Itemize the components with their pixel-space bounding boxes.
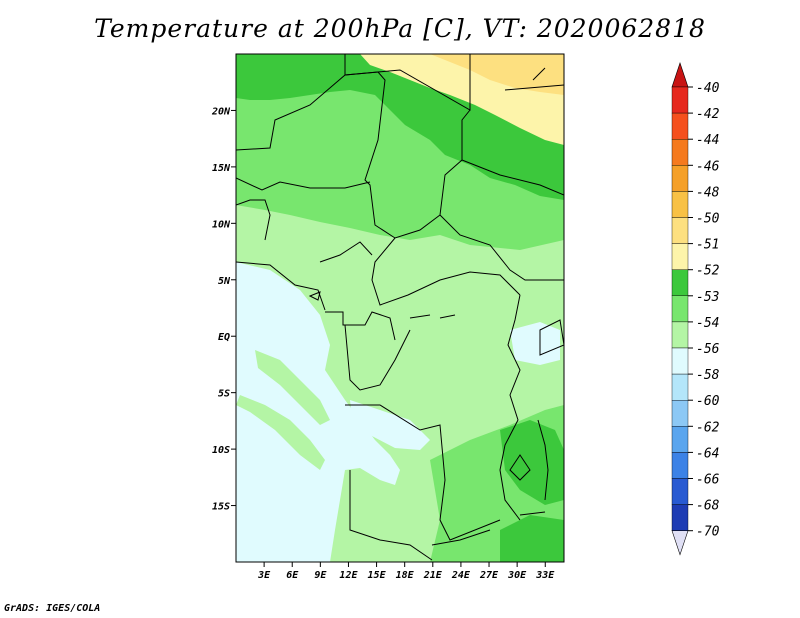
field-minus50-north [430, 54, 564, 95]
colorbar-label: -40 [696, 81, 720, 96]
colorbar-label: -51 [696, 238, 719, 253]
longitude-axis: 3E 6E 9E 12E 15E 18E 21E 24E 27E 30E 33E [257, 562, 555, 581]
temperature-field [236, 54, 564, 562]
map-frame [235, 53, 565, 563]
colorbar-swatch [671, 269, 689, 297]
colorbar-swatch [671, 504, 689, 531]
colorbar-label: -54 [696, 316, 719, 331]
field-minus53-stripe-b [255, 350, 330, 425]
lon-tick-label: 15E [368, 570, 387, 581]
lon-tick-label: 30E [507, 570, 527, 581]
lat-tick-label: 20N [211, 106, 231, 117]
colorbar-label: -42 [696, 107, 720, 122]
field-minus54-central [350, 400, 430, 450]
colorbar-label: -44 [696, 133, 719, 148]
colorbar-label: -53 [696, 290, 719, 305]
lon-tick-label: 24E [451, 570, 471, 581]
colorbar-swatch [671, 373, 689, 401]
lat-tick-label: 15S [212, 502, 230, 513]
colorbar-swatch [671, 138, 689, 166]
lon-tick-label: 6E [286, 570, 299, 581]
colorbar-label: -70 [696, 525, 720, 540]
lat-tick-label: 5N [218, 276, 231, 287]
lat-tick-label: 10N [212, 219, 231, 230]
colorbar-label: -48 [696, 185, 720, 200]
colorbar-top-arrow [671, 62, 689, 88]
lat-tick-label: 5S [218, 389, 230, 400]
colorbar-label: -52 [696, 264, 720, 279]
colorbar-label: -56 [696, 342, 720, 357]
colorbar-swatch [671, 112, 689, 140]
colorbar-swatch [671, 347, 689, 375]
colorbar-label: -60 [696, 394, 720, 409]
colorbar-swatch [671, 426, 689, 453]
colorbar-swatch [671, 217, 689, 244]
colorbar-label: -58 [696, 368, 720, 383]
lat-tick-label: EQ [218, 332, 230, 343]
colorbar-swatch [671, 243, 689, 270]
colorbar-swatch [671, 295, 689, 323]
lon-tick-label: 12E [339, 570, 358, 581]
lon-tick-label: 33E [535, 570, 555, 581]
colorbar-bottom-arrow [671, 530, 689, 556]
colorbar-label: -62 [696, 420, 720, 435]
lon-tick-label: 18E [396, 570, 415, 581]
field-minus53-stripe-a [236, 395, 325, 470]
field-minus52-east-patch [500, 420, 564, 505]
latitude-axis: 20N 15N 10N 5N EQ 5S 10S 15S [211, 106, 236, 513]
lon-tick-label: 3E [257, 570, 271, 581]
colorbar-label: -64 [696, 446, 719, 461]
lat-tick-label: 10S [212, 445, 230, 456]
colorbar-swatch [671, 86, 689, 114]
colorbar-swatch [671, 400, 689, 427]
colorbar: -40 -42 -44 -46 -48 -50 -51 -52 -53 -54 -56 -58 -60 -… [671, 62, 720, 556]
lat-tick-label: 15N [212, 163, 231, 174]
colorbar-swatch [671, 191, 689, 218]
colorbar-swatch [671, 165, 689, 192]
country-borders [236, 54, 564, 561]
colorbar-swatch [671, 321, 689, 349]
colorbar-label: -66 [696, 473, 720, 488]
lon-tick-label: 27E [479, 570, 499, 581]
chart-title: Temperature at 200hPa [C], VT: 202006281… [94, 14, 706, 43]
lon-tick-label: 21E [423, 570, 443, 581]
lon-tick-label: 9E [314, 570, 327, 581]
colorbar-label: -50 [696, 212, 720, 227]
colorbar-label: -68 [696, 499, 720, 514]
field-minus52-southeast-corner [500, 515, 564, 562]
colorbar-label: -46 [696, 159, 720, 174]
colorbar-swatch [671, 478, 689, 505]
field-minus54-east-lake [510, 322, 560, 365]
colorbar-swatch [671, 452, 689, 479]
grads-credit: GrADS: IGES/COLA [4, 603, 101, 614]
